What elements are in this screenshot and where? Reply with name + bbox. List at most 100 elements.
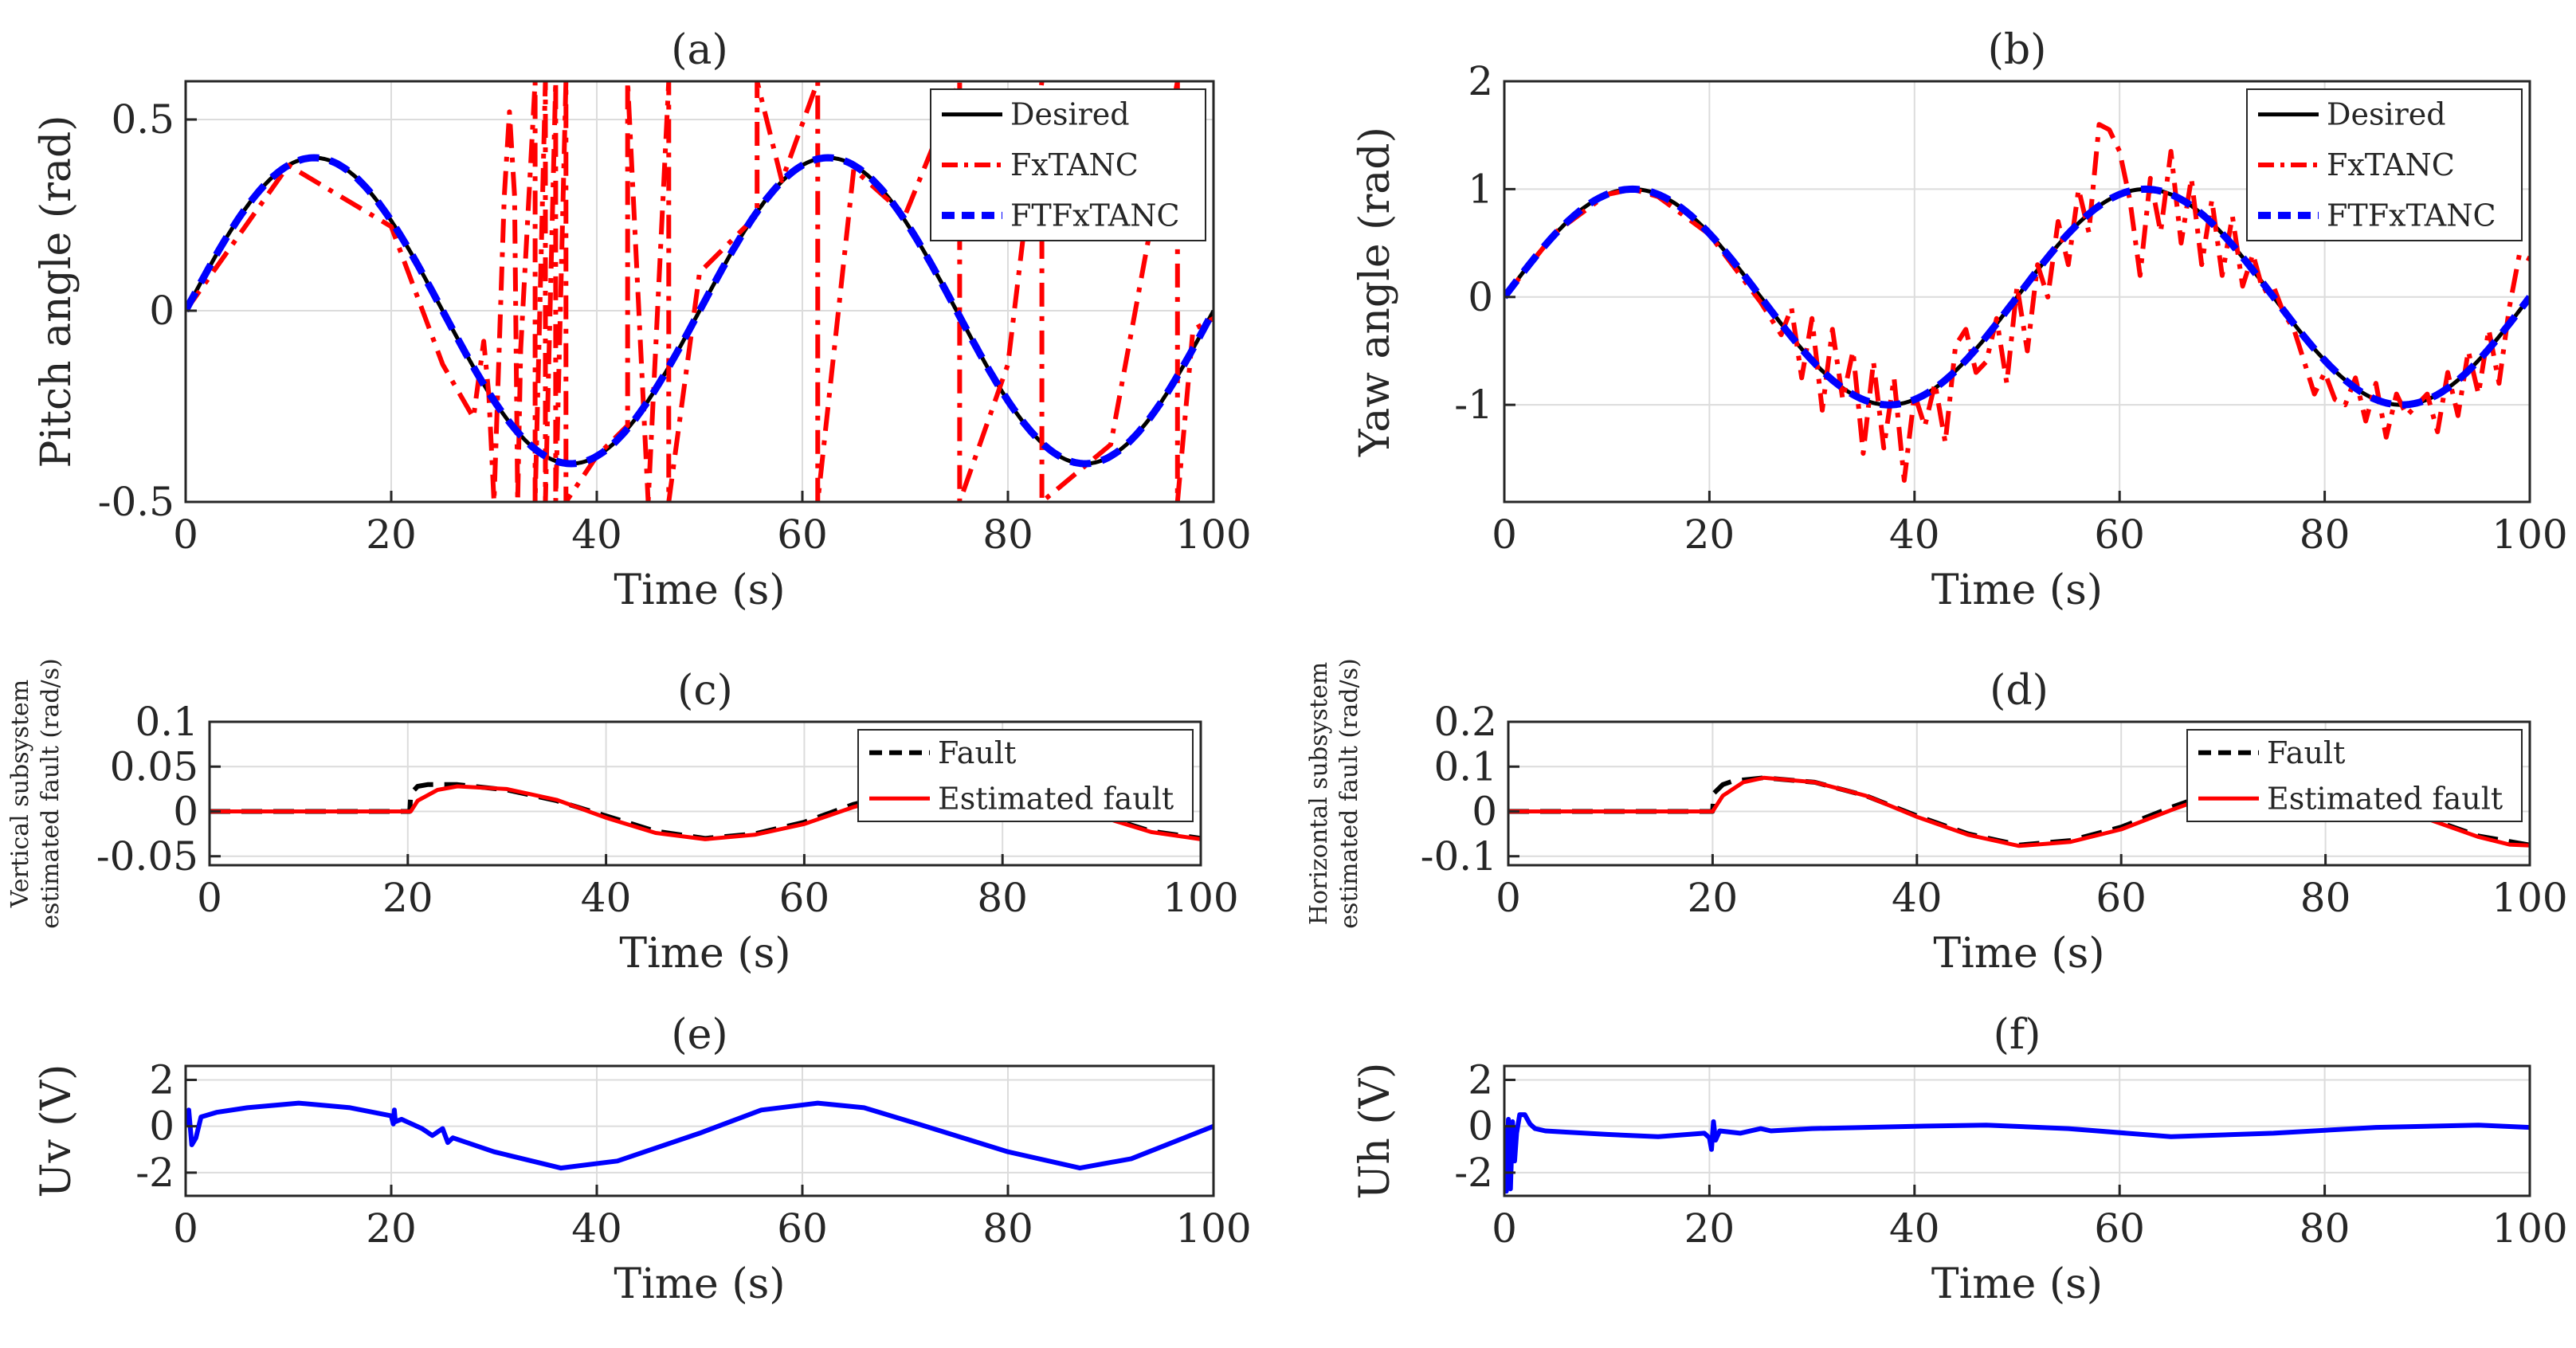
series-group — [1504, 1112, 2530, 1194]
y-tick-label: -0.1 — [1421, 833, 1497, 880]
x-axis-label: Time (s) — [1931, 566, 2103, 614]
legend-label: FxTANC — [1010, 147, 1139, 182]
axes-box — [1503, 1064, 2531, 1197]
x-tick-label: 60 — [2094, 511, 2145, 558]
x-tick-label: 100 — [2492, 511, 2567, 558]
y-tick-label: 0 — [149, 288, 174, 334]
y-tick-label: 0.5 — [111, 96, 174, 143]
series-ftfxtanc-line — [1504, 185, 2530, 409]
legend-label: Fault — [2267, 735, 2345, 770]
series-ftfxtanc-line — [186, 154, 1214, 468]
axes-box — [208, 720, 1202, 867]
legend-box — [857, 729, 1194, 822]
axes-box — [184, 1064, 1215, 1197]
legend-label: FTFxTANC — [1010, 198, 1180, 233]
x-tick-label: 0 — [197, 875, 222, 921]
plot-area — [1504, 1066, 2530, 1196]
x-tick-label: 0 — [173, 511, 198, 558]
axes-box — [1503, 80, 2531, 504]
chart-title: (f) — [1994, 1011, 2041, 1059]
x-tick-label: 20 — [382, 875, 433, 921]
x-tick-label: 40 — [1889, 1205, 1940, 1252]
axes-box — [1507, 720, 2531, 867]
legend-label: Estimated fault — [2267, 781, 2503, 816]
y-tick-label: 0 — [1472, 789, 1497, 835]
y-axis-label: Uv (V) — [33, 1064, 80, 1198]
y-tick-label: 0 — [149, 1103, 174, 1150]
x-tick-label: 0 — [1496, 875, 1521, 921]
chart-title: (d) — [1990, 667, 2049, 715]
legend-label: FxTANC — [2327, 147, 2455, 182]
x-tick-label: 100 — [2492, 875, 2567, 921]
x-tick-label: 40 — [571, 511, 622, 558]
x-tick-label: 60 — [777, 511, 828, 558]
x-tick-label: 100 — [1175, 511, 1251, 558]
legend-label: Desired — [2327, 97, 2446, 132]
series-uh-line — [1504, 1112, 2530, 1194]
legend: Desired FxTANC FTFxTANC — [2246, 88, 2523, 241]
x-tick-label: 0 — [173, 1205, 198, 1252]
y-axis-label: Pitch angle (rad) — [33, 115, 80, 468]
y-axis-label-line-2: estimated fault (rad/s) — [1335, 658, 1363, 929]
y-tick-label: -2 — [1454, 1150, 1493, 1196]
x-tick-label: 80 — [982, 1205, 1033, 1252]
series-group — [186, 1100, 1214, 1171]
series-group — [1504, 122, 2530, 483]
x-tick-label: 80 — [2300, 511, 2351, 558]
x-axis-label: Time (s) — [614, 566, 785, 614]
y-tick-label: 0.05 — [110, 743, 198, 790]
y-tick-label: 0.2 — [1433, 699, 1497, 745]
chart-title: (a) — [671, 26, 728, 74]
x-tick-label: 60 — [779, 875, 830, 921]
legend-label: FTFxTANC — [2327, 198, 2496, 233]
x-tick-label: 40 — [1892, 875, 1943, 921]
x-tick-label: 20 — [366, 1205, 417, 1252]
x-tick-label: 80 — [982, 511, 1033, 558]
x-tick-label: 20 — [1688, 875, 1739, 921]
legend: Fault Estimated fault — [857, 729, 1194, 822]
x-tick-label: 20 — [1684, 1205, 1735, 1252]
chart-title: (e) — [671, 1011, 727, 1059]
x-tick-label: 100 — [1175, 1205, 1251, 1252]
y-tick-label: -1 — [1454, 382, 1493, 428]
y-tick-label: 1 — [1468, 166, 1493, 212]
y-tick-label: 0.1 — [1433, 743, 1497, 790]
x-tick-label: 60 — [2094, 1205, 2145, 1252]
x-tick-label: 100 — [2492, 1205, 2567, 1252]
legend-label: Fault — [938, 735, 1016, 770]
y-tick-label: 2 — [149, 1056, 174, 1103]
x-tick-label: 20 — [366, 511, 417, 558]
y-tick-label: 2 — [1468, 1056, 1493, 1103]
y-axis-label-line-2: estimated fault (rad/s) — [37, 658, 65, 929]
x-tick-label: 80 — [2300, 1205, 2351, 1252]
x-tick-label: 0 — [1492, 511, 1517, 558]
axes-box — [184, 80, 1215, 504]
series-uv-line — [186, 1100, 1214, 1171]
x-axis-label: Time (s) — [614, 1260, 785, 1308]
x-tick-label: 60 — [777, 1205, 828, 1252]
chart-title: (c) — [677, 667, 733, 715]
x-axis-label: Time (s) — [1931, 1260, 2103, 1308]
panel-a: 0 20 40 60 80 100-0.500.5(a)Time (s)Pitch ang… — [33, 26, 1252, 614]
x-tick-label: 80 — [2300, 875, 2351, 921]
x-tick-label: 60 — [2096, 875, 2147, 921]
x-tick-label: 80 — [977, 875, 1028, 921]
y-tick-label: -0.5 — [98, 479, 174, 525]
legend-label: Estimated fault — [938, 781, 1174, 816]
panel-d: 0 20 40 60 80 100-0.100.10.2(d)Time (s)Horizo… — [1305, 658, 2568, 978]
x-axis-label: Time (s) — [619, 930, 790, 978]
y-tick-label: 0.1 — [135, 699, 198, 745]
y-axis-label-line-1: Vertical subsystem — [6, 680, 34, 908]
y-tick-label: -0.05 — [96, 833, 198, 880]
y-tick-label: 0 — [173, 789, 198, 835]
y-tick-label: 0 — [1468, 1103, 1493, 1150]
panel-e: 0 20 40 60 80 100-202(e)Time (s)Uv (V) — [33, 1011, 1252, 1308]
y-tick-label: 0 — [1468, 274, 1493, 320]
y-axis-label: Yaw angle (rad) — [1351, 127, 1399, 457]
y-axis-label: Uh (V) — [1351, 1063, 1399, 1200]
legend-label: Desired — [1010, 97, 1130, 132]
x-tick-label: 40 — [581, 875, 632, 921]
x-tick-label: 0 — [1492, 1205, 1517, 1252]
x-tick-label: 100 — [1163, 875, 1238, 921]
